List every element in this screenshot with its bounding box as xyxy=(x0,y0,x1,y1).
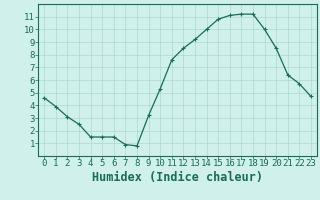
X-axis label: Humidex (Indice chaleur): Humidex (Indice chaleur) xyxy=(92,171,263,184)
